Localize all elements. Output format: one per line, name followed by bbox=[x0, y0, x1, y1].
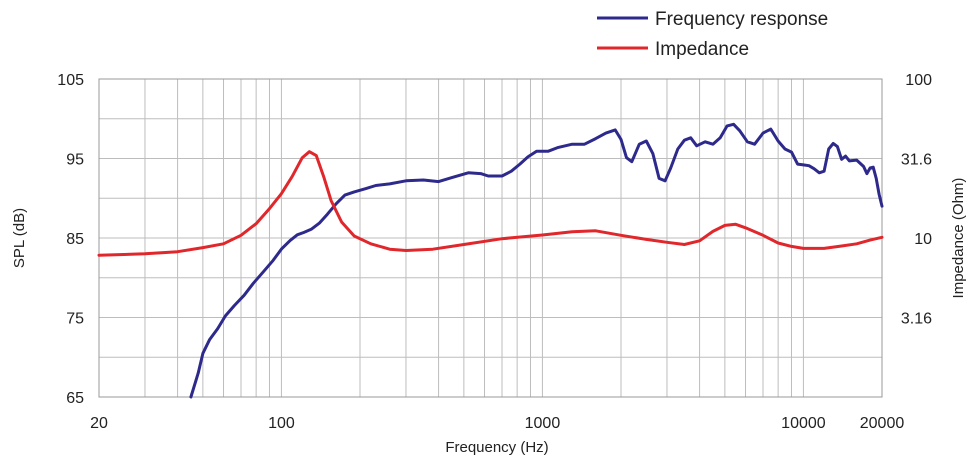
y-tick-label: 65 bbox=[66, 390, 84, 407]
y2-tick-label: 10 bbox=[914, 231, 932, 248]
y2-axis-label: Impedance (Ohm) bbox=[950, 178, 967, 299]
series-line-impedance bbox=[97, 150, 884, 257]
series-lines bbox=[97, 122, 884, 399]
y2-axis-ticks: 3.16 10 31.6 100 bbox=[901, 72, 932, 328]
x-tick-label: 1000 bbox=[525, 415, 561, 432]
y-tick-label: 105 bbox=[57, 72, 84, 89]
y-tick-label: 85 bbox=[66, 231, 84, 248]
legend-label-frequency-response: Frequency response bbox=[655, 9, 828, 30]
grid bbox=[99, 79, 882, 397]
y-tick-label: 95 bbox=[66, 152, 84, 169]
y-tick-label: 75 bbox=[66, 311, 84, 328]
series-line-frequency-response bbox=[189, 122, 884, 399]
y2-tick-label: 100 bbox=[905, 72, 932, 89]
y2-tick-label: 31.6 bbox=[901, 152, 932, 169]
x-tick-label: 20000 bbox=[860, 415, 905, 432]
y-axis-label: SPL (dB) bbox=[11, 208, 28, 268]
legend-label-impedance: Impedance bbox=[655, 39, 749, 60]
x-tick-label: 10000 bbox=[781, 415, 826, 432]
x-axis-label: Frequency (Hz) bbox=[445, 439, 548, 456]
y2-tick-label: 3.16 bbox=[901, 311, 932, 328]
x-tick-label: 20 bbox=[90, 415, 108, 432]
legend: Frequency response Impedance bbox=[597, 9, 828, 60]
y-axis-ticks: 65 75 85 95 105 bbox=[57, 72, 84, 407]
x-tick-label: 100 bbox=[268, 415, 295, 432]
x-axis-ticks: 20 100 1000 10000 20000 bbox=[90, 415, 904, 432]
